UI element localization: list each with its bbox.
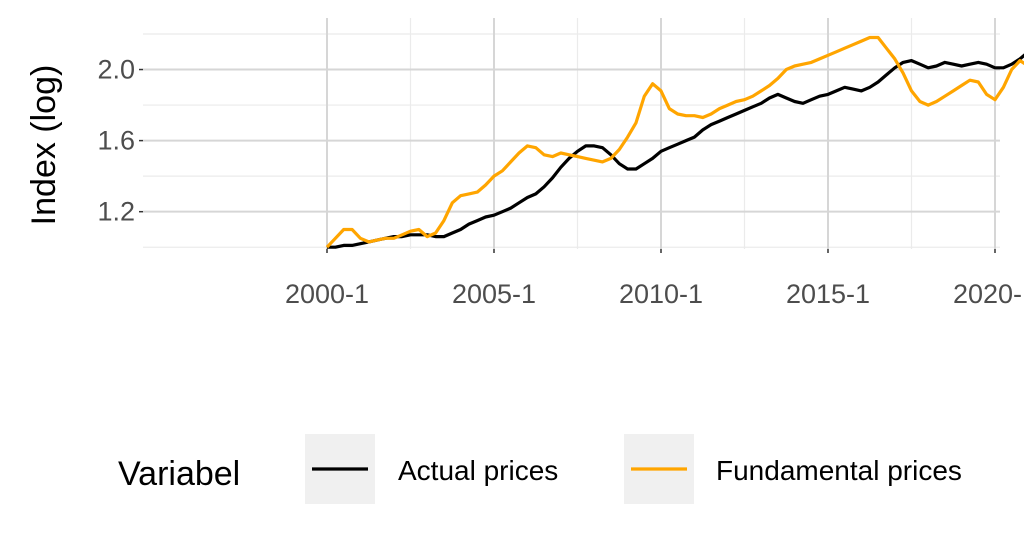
series-lines	[325, 35, 1024, 249]
x-tick-label: 2010-1	[619, 279, 703, 309]
minor-gridlines	[143, 18, 1000, 249]
x-axis-tick-labels: 2000-1 2005-1 2010-1 2015-1 2020-1	[285, 249, 1024, 309]
y-axis-tick-labels: 1.2 1.6 2.0	[97, 55, 143, 227]
series-line-fundamental-prices	[325, 35, 1024, 249]
x-tick-label: 2015-1	[786, 279, 870, 309]
plot-panel	[143, 18, 1024, 249]
legend-label-actual-prices: Actual prices	[398, 455, 558, 486]
y-tick-label: 1.6	[97, 126, 135, 156]
x-tick-label: 2000-1	[285, 279, 369, 309]
major-gridlines	[143, 18, 1000, 249]
legend: Variabel Actual prices Fundamental price…	[118, 434, 962, 504]
y-tick-label: 2.0	[97, 55, 135, 85]
y-axis-title: Index (log)	[25, 65, 63, 226]
series-line-actual-prices	[327, 53, 1024, 249]
legend-label-fundamental-prices: Fundamental prices	[716, 455, 962, 486]
plot-background	[143, 18, 1000, 249]
x-tick-label: 2005-1	[452, 279, 536, 309]
x-tick-label: 2020-1	[953, 279, 1024, 309]
legend-title: Variabel	[118, 455, 240, 493]
y-tick-label: 1.2	[97, 197, 135, 227]
